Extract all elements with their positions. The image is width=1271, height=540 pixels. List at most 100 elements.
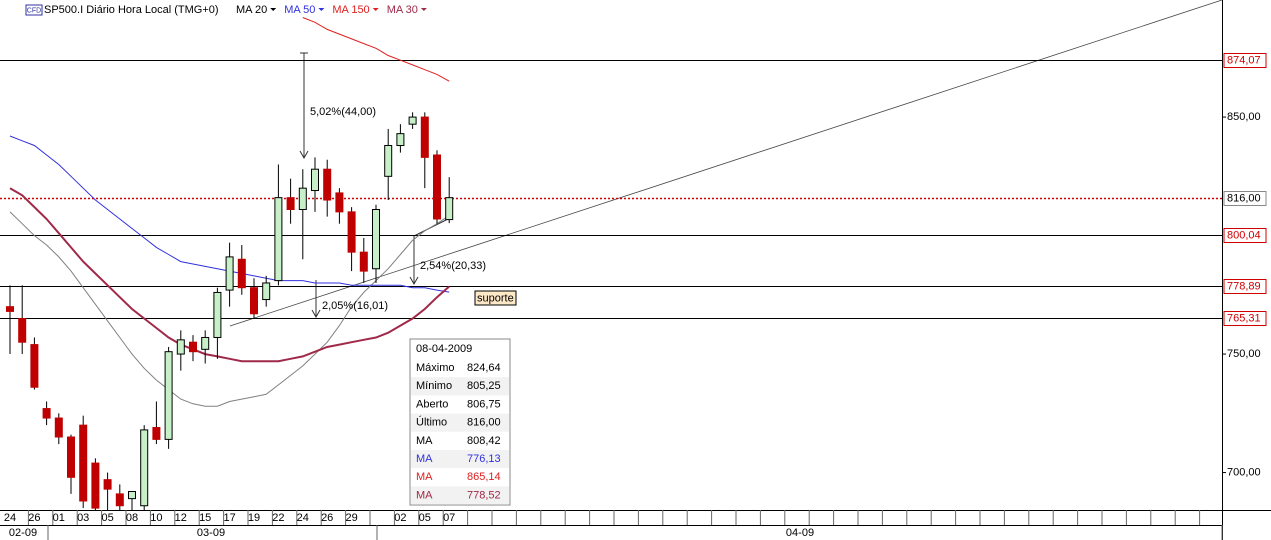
x-tick-label: 10 <box>150 512 162 524</box>
level-label: 778,89 <box>1227 280 1261 292</box>
x-tick-label: 26 <box>321 512 333 524</box>
tooltip-label: Mínimo <box>416 380 452 392</box>
candle-body <box>91 462 100 509</box>
candle-body <box>225 256 234 291</box>
level-label-box <box>1223 279 1267 294</box>
chart-title: SP500.I Diário Hora Local (TMG+0) <box>44 4 219 16</box>
candle-body <box>42 408 51 419</box>
candle-body <box>79 424 88 502</box>
level-label: 800,04 <box>1227 229 1261 241</box>
candle-body <box>250 287 258 315</box>
candle-body <box>67 436 75 478</box>
annotation: 2,05%(16,01) <box>322 300 388 312</box>
legend-entry: MA 20 <box>236 4 267 16</box>
candle-body <box>274 197 283 282</box>
candle-body <box>6 306 14 312</box>
badge: CFD <box>27 7 41 14</box>
tooltip-label: MA <box>416 489 433 501</box>
tooltip-row-bg <box>411 359 509 378</box>
candle-body <box>176 339 185 355</box>
level-label: 874,07 <box>1227 54 1261 66</box>
x-tick-label: 24 <box>4 512 16 524</box>
tooltip-value: 805,25 <box>467 380 501 392</box>
tooltip-row-bg <box>411 413 509 432</box>
tooltip-label: Máximo <box>416 362 455 374</box>
level-label: 816,00 <box>1227 192 1261 204</box>
x-tick-label: 05 <box>419 512 431 524</box>
candle-body <box>372 208 380 270</box>
candle-body <box>54 417 63 438</box>
candle-body <box>433 154 441 220</box>
badge-box <box>25 4 43 16</box>
tooltip-row-bg <box>411 431 509 450</box>
candle-body <box>201 336 210 350</box>
annotation: suporte <box>477 292 514 304</box>
x-tick-label: 22 <box>272 512 284 524</box>
tooltip-value: 806,75 <box>467 398 501 410</box>
legend-entry: MA 150 <box>332 4 369 16</box>
candle-body <box>213 291 222 338</box>
tooltip-value: 776,13 <box>467 453 501 465</box>
candle-body <box>408 116 417 125</box>
candle-body <box>18 318 27 343</box>
month-label: 03-09 <box>197 527 225 539</box>
annotation: 5,02%(44,00) <box>310 106 376 118</box>
y-tick-label: 700,00 <box>1227 466 1261 478</box>
measure-arrow <box>409 276 419 286</box>
candle-body <box>298 187 307 210</box>
measure-arrow <box>299 150 309 160</box>
level-label-box <box>1223 228 1267 243</box>
tooltip-label: Aberto <box>416 398 448 410</box>
candle-body <box>128 491 136 500</box>
candle-body <box>286 197 295 210</box>
annotation: 2,54%(20,33) <box>420 260 486 272</box>
level-label: 765,31 <box>1227 312 1261 324</box>
candle-body <box>420 116 429 158</box>
x-tick-label: 03 <box>77 512 89 524</box>
tooltip-label: MA <box>416 471 433 483</box>
tooltip-value: 865,14 <box>467 471 501 483</box>
legend-dropdown <box>372 8 379 11</box>
tooltip-value: 824,64 <box>467 362 501 374</box>
tooltip-value: 816,00 <box>467 417 501 429</box>
x-tick-label: 08 <box>126 512 138 524</box>
candle-body <box>335 192 344 213</box>
candle-body <box>164 351 173 440</box>
x-tick-label: 01 <box>53 512 65 524</box>
legend-entry: MA 30 <box>387 4 418 16</box>
level-label-box <box>1223 311 1267 326</box>
x-tick-label: 07 <box>443 512 455 524</box>
candle-body <box>311 168 319 192</box>
candle-body <box>262 282 271 301</box>
candle-body <box>323 168 332 201</box>
x-tick-label: 15 <box>199 512 211 524</box>
annotation-box <box>474 290 517 306</box>
tooltip-label: MA <box>416 453 433 465</box>
candle-body <box>347 211 356 253</box>
level-label-box <box>1223 191 1267 206</box>
ma-line <box>9 187 450 363</box>
tooltip-label: Último <box>416 416 447 429</box>
candle-body <box>189 341 197 353</box>
candle-body <box>384 145 393 177</box>
tooltip-row-bg <box>411 377 509 396</box>
x-tick-label: 19 <box>248 512 260 524</box>
x-tick-label: 05 <box>101 512 113 524</box>
x-tick-label: 24 <box>297 512 309 524</box>
tooltip-row-bg <box>411 450 509 469</box>
x-tick-label: 12 <box>175 512 187 524</box>
legend-dropdown <box>270 8 277 11</box>
month-label: 04-09 <box>786 527 814 539</box>
candle-body <box>140 429 149 507</box>
y-tick-label: 850,00 <box>1227 111 1261 123</box>
tooltip-row-bg <box>411 486 509 505</box>
tooltip-label: MA <box>416 435 433 447</box>
y-tick-label: 750,00 <box>1227 348 1261 360</box>
legend-entry: MA 50 <box>284 4 315 16</box>
x-tick-label: 17 <box>223 512 235 524</box>
legend-dropdown <box>420 8 427 11</box>
trend-line <box>229 0 1223 327</box>
month-label: 02-09 <box>9 527 37 539</box>
